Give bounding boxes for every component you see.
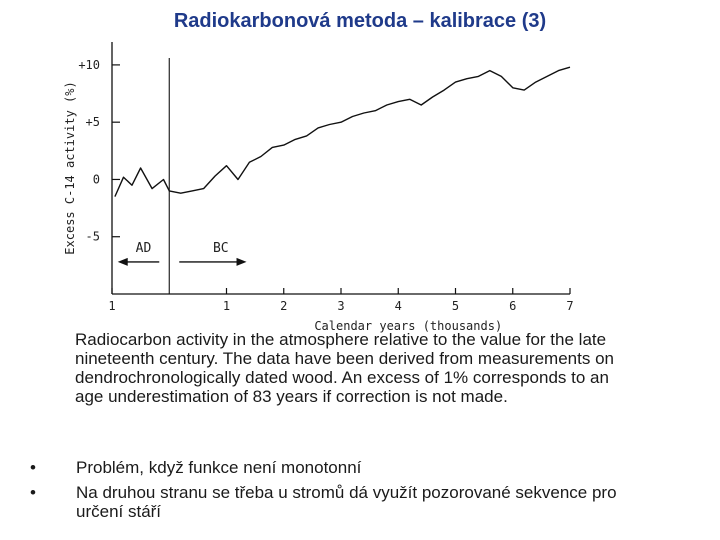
series-line xyxy=(114,66,571,197)
radiocarbon-chart: +10 +5 0 -5 1 1 2 3 4 5 6 7 AD BC Excess C-14 activity… xyxy=(63,42,574,333)
slide-title: Radiokarbonová metoda – kalibrace (3) xyxy=(173,10,547,32)
y-tick-label: +10 xyxy=(78,58,100,72)
x-axis-label: Calendar years (thousands) xyxy=(314,319,502,333)
ad-label: AD xyxy=(136,241,152,256)
x-tick-label: 2 xyxy=(280,299,287,313)
x-tick-label: 1 xyxy=(223,299,230,313)
x-tick-label: 6 xyxy=(509,299,516,313)
ad-arrow-head xyxy=(117,257,128,266)
x-tick-label: 4 xyxy=(395,299,402,313)
x-tick-label: 7 xyxy=(566,299,573,313)
y-tick-label: +5 xyxy=(86,115,100,129)
bc-arrow-head xyxy=(236,257,247,266)
y-tick-label: 0 xyxy=(93,172,100,186)
x-tick-label: 3 xyxy=(337,299,344,313)
bullet-text: Na druhou stranu se třeba u stromů dá vy… xyxy=(76,483,617,521)
bc-label: BC xyxy=(213,241,229,256)
y-tick-label: -5 xyxy=(86,230,100,244)
bullet-list: • Problém, když funkce není monotonní • … xyxy=(24,458,664,527)
y-axis-label: Excess C-14 activity (%) xyxy=(63,81,77,254)
bullet-item: • Problém, když funkce není monotonní xyxy=(24,458,664,477)
x-tick-label: 5 xyxy=(452,299,459,313)
bullet-item: • Na druhou stranu se třeba u stromů dá … xyxy=(24,483,664,521)
bullet-text: Problém, když funkce není monotonní xyxy=(76,458,362,477)
figure-caption: Radiocarbon activity in the atmosphere r… xyxy=(75,330,614,406)
x-tick-label: 1 xyxy=(108,299,115,313)
bullet-symbol: • xyxy=(30,483,36,502)
bullet-symbol: • xyxy=(30,458,36,477)
